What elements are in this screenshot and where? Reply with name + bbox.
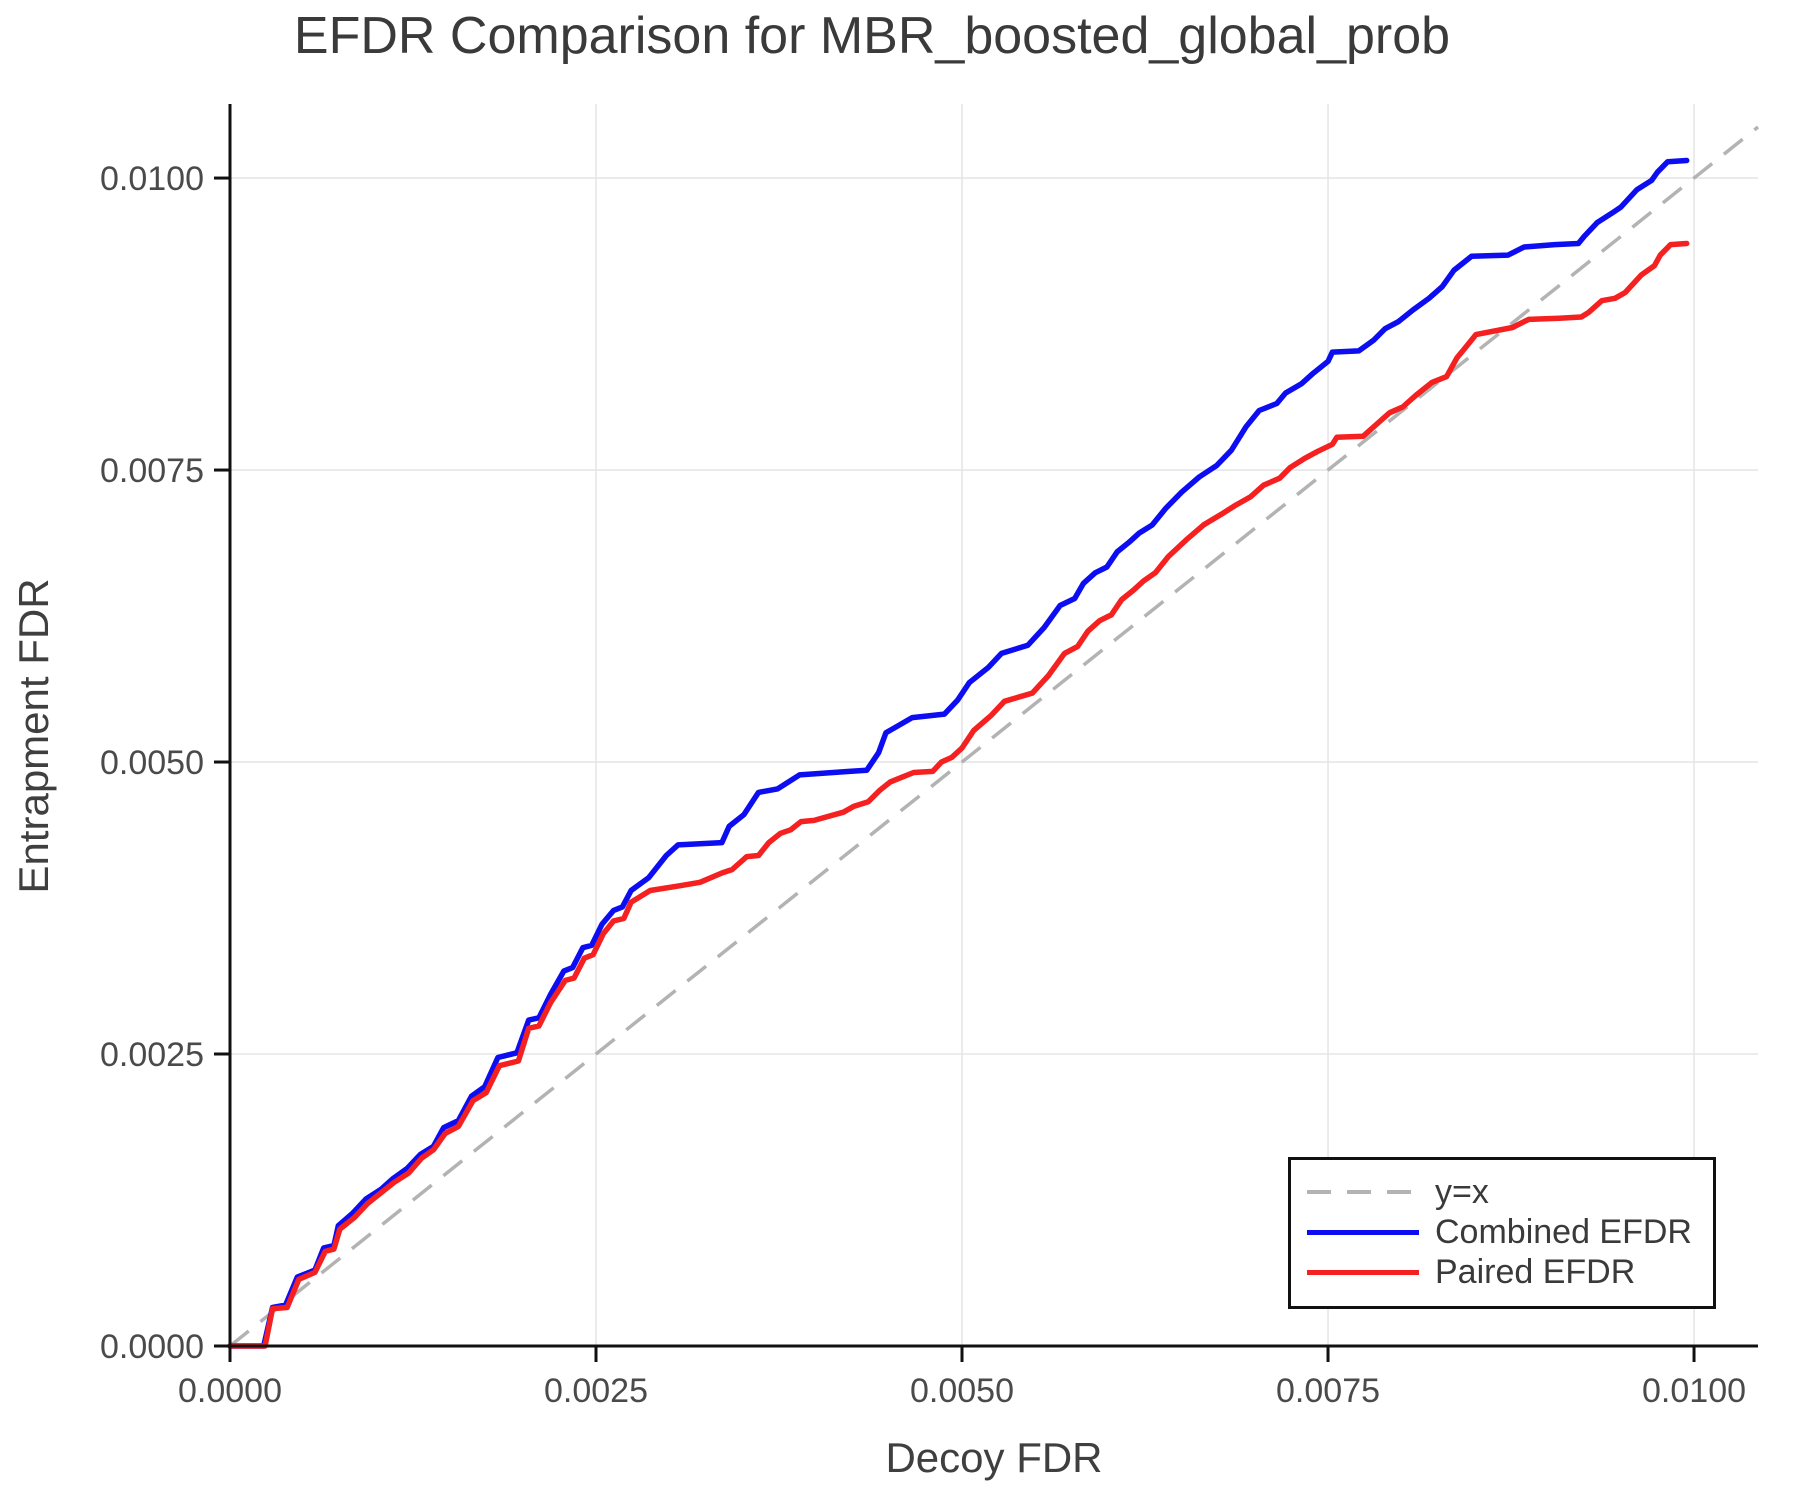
x-tick-label: 0.0000 — [178, 1372, 282, 1410]
identity-line — [228, 125, 1760, 1348]
legend-item-combined-swatch — [1307, 1229, 1419, 1235]
y-tick-label: 0.0050 — [100, 744, 204, 782]
x-tick-label: 0.0100 — [1642, 1372, 1746, 1410]
legend-item-paired-label: Paired EFDR — [1435, 1252, 1636, 1291]
x-tick-label: 0.0025 — [544, 1372, 648, 1410]
y-tick-label: 0.0100 — [100, 160, 204, 198]
legend-item-identity-swatch — [1307, 1190, 1419, 1194]
legend-item-paired: Paired EFDR — [1307, 1252, 1697, 1292]
legend-item-identity: y=x — [1307, 1172, 1697, 1212]
combined-efdr-line — [227, 157, 1690, 1349]
x-axis-label: Decoy FDR — [885, 1434, 1103, 1481]
legend-item-combined-label: Combined EFDR — [1435, 1212, 1692, 1251]
y-tick-label: 0.0000 — [100, 1328, 204, 1366]
legend-item-identity-label: y=x — [1435, 1172, 1489, 1211]
legend: y=x Combined EFDR Paired EFDR — [1288, 1157, 1716, 1309]
legend-item-combined: Combined EFDR — [1307, 1212, 1697, 1252]
x-tick-label: 0.0050 — [910, 1372, 1014, 1410]
chart-title: EFDR Comparison for MBR_boosted_global_p… — [293, 7, 1451, 65]
x-tick-label: 0.0075 — [1276, 1372, 1380, 1410]
y-tick-label: 0.0075 — [100, 452, 204, 490]
y-axis-label: Entrapment FDR — [10, 578, 57, 894]
paired-efdr-line — [227, 240, 1690, 1349]
y-tick-label: 0.0025 — [100, 1036, 204, 1074]
legend-item-paired-swatch — [1307, 1269, 1419, 1275]
